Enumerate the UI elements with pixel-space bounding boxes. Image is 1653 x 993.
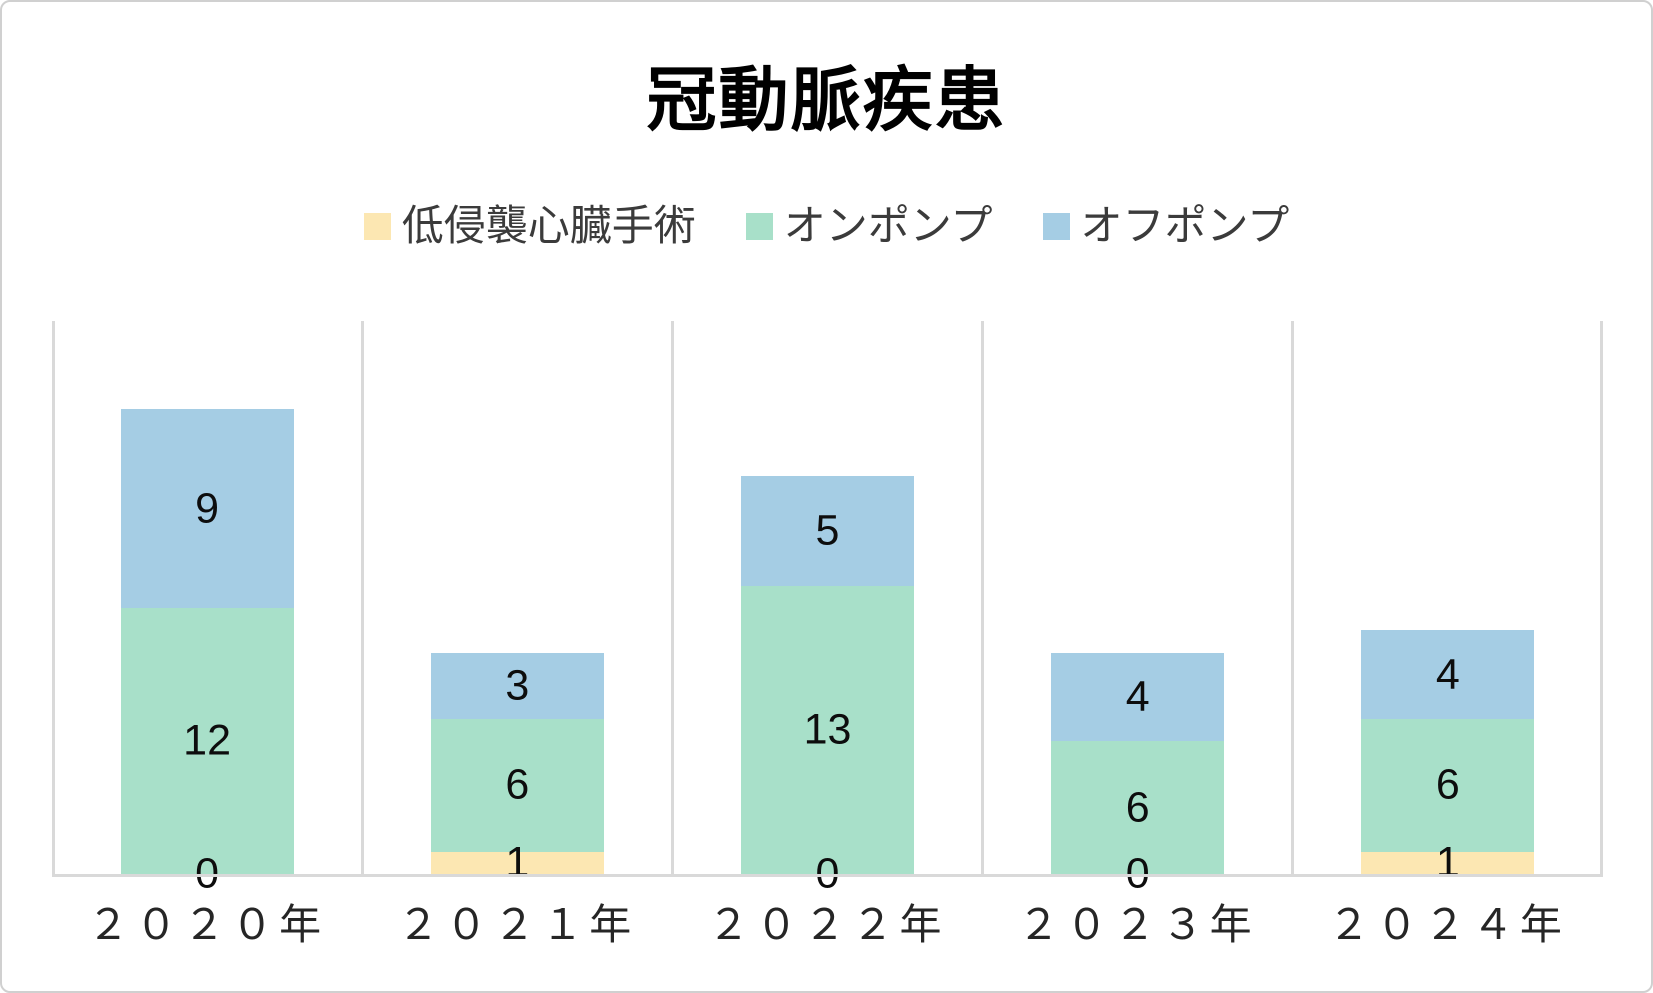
x-axis-label: ２０２３年: [1017, 901, 1258, 948]
bar-segment-on-pump: [120, 608, 294, 874]
bar-segment-on-pump: [741, 586, 914, 874]
bar-segment-minimally-invasive-surgery: [1361, 851, 1535, 874]
data-label-minimally-invasive-surgery: 0: [1126, 852, 1150, 896]
plot-area: 0 12 9 1 6 3 0 13 5 0 6 4 1 6 4: [52, 321, 1603, 895]
category-gridline: [670, 321, 674, 877]
legend-item-off-pump: オフポンプ: [1042, 202, 1290, 249]
category-gridline: [52, 321, 55, 877]
x-axis-label: ２０２１年: [397, 901, 638, 948]
category-gridline: [981, 321, 985, 877]
data-label-on-pump: 6: [505, 760, 530, 809]
bar-column: 1 6 3: [430, 321, 604, 884]
data-label-off-pump: 3: [505, 661, 530, 710]
data-label-on-pump: 13: [803, 705, 852, 754]
data-label-off-pump: 4: [1125, 672, 1150, 721]
category-gridline: [1600, 321, 1603, 877]
bar-segment-off-pump: [741, 475, 914, 587]
data-label-off-pump: 9: [195, 484, 220, 533]
data-label-minimally-invasive-surgery: 1: [1435, 838, 1460, 887]
x-axis-label: ２０２４年: [1327, 901, 1568, 948]
bar-segment-minimally-invasive-surgery: [430, 851, 604, 874]
bar-column: 0 13 5: [741, 321, 914, 895]
bar-column: 0 6 4: [1051, 321, 1225, 895]
data-label-on-pump: 12: [183, 716, 232, 765]
bar-segment-on-pump: [430, 719, 604, 852]
bar-column: 1 6 4: [1361, 321, 1535, 884]
category-gridline: [1291, 321, 1295, 877]
x-axis: ２０２０年 ２０２１年 ２０２２年 ２０２３年 ２０２４年: [52, 900, 1603, 950]
bar-segment-off-pump: [120, 409, 294, 609]
chart-title: 冠動脈疾患: [646, 61, 1007, 139]
category-gridline: [360, 321, 364, 877]
data-label-off-pump: 5: [815, 506, 840, 555]
data-label-minimally-invasive-surgery: 1: [505, 838, 530, 887]
legend-item-minimally-invasive: 低侵襲心臓手術: [363, 202, 696, 249]
x-axis-label: ２０２０年: [87, 901, 328, 948]
bar-segment-on-pump: [1051, 741, 1225, 874]
bar-segment-off-pump: [1051, 652, 1225, 742]
bar-segment-on-pump: [1361, 719, 1535, 852]
data-label-off-pump: 4: [1435, 650, 1460, 699]
legend-swatch-icon: [1042, 212, 1070, 240]
data-label-minimally-invasive-surgery: 0: [816, 852, 840, 896]
data-label-on-pump: 6: [1125, 783, 1150, 832]
legend-label: 低侵襲心臓手術: [401, 202, 696, 249]
data-label-on-pump: 6: [1435, 760, 1460, 809]
legend-item-on-pump: オンポンプ: [745, 202, 993, 249]
data-label-minimally-invasive-surgery: 0: [195, 852, 219, 896]
x-axis-label: ２０２２年: [707, 901, 948, 948]
x-axis-line: [52, 874, 1603, 877]
legend-label: オンポンプ: [783, 202, 993, 249]
bar-segment-off-pump: [1361, 630, 1535, 720]
bar-column: 0 12 9: [120, 321, 294, 895]
legend: 低侵襲心臓手術 オンポンプ オフポンプ: [2, 198, 1651, 254]
legend-swatch-icon: [745, 212, 773, 240]
legend-swatch-icon: [363, 212, 391, 240]
bar-segment-off-pump: [430, 652, 604, 720]
legend-label: オフポンプ: [1080, 202, 1290, 249]
